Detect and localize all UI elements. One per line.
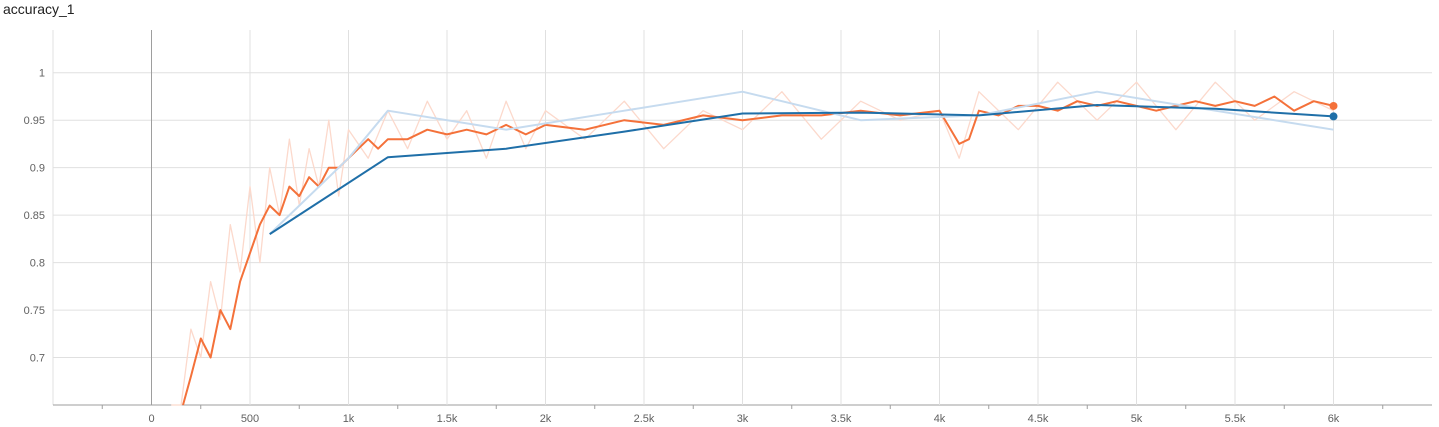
x-tick-label: 3k (737, 413, 749, 425)
series-layer (171, 81, 1334, 406)
x-tick-label: 4.5k (1028, 413, 1049, 425)
x-tick-label: 5.5k (1225, 413, 1246, 425)
y-tick-label: 0.85 (24, 210, 45, 222)
y-tick-label: 0.7 (30, 353, 45, 365)
x-tick-label: 5k (1131, 413, 1143, 425)
grid-layer (52, 30, 1432, 406)
x-tick-label: 1k (343, 413, 355, 425)
x-tick-label: 2k (540, 413, 552, 425)
y-tick-label: 1 (39, 68, 45, 80)
series-line-smoothed (182, 95, 1334, 406)
x-tick-label: 4k (934, 413, 946, 425)
series-line-eval-raw (269, 90, 1334, 235)
y-tick-label: 0.95 (24, 115, 45, 127)
x-tick-label: 500 (241, 413, 259, 425)
x-tick-label: 6k (1328, 413, 1340, 425)
y-tick-label: 0.8 (30, 258, 45, 270)
series-line-eval-smoothed (269, 104, 1334, 235)
series-end-marker-eval-smoothed (1329, 112, 1338, 121)
x-tick-label: 2.5k (634, 413, 655, 425)
axis-layer: 0.7 0.75 0.8 0.85 0.9 0.95 1 0 500 1k 1.5k 2k 2.5k 3k… (24, 68, 1384, 425)
chart-title: accuracy_1 (3, 1, 75, 17)
y-tick-label: 0.75 (24, 305, 45, 317)
series-end-marker-smoothed (1329, 101, 1338, 110)
x-tick-label: 0 (148, 413, 154, 425)
x-tick-label: 3.5k (831, 413, 852, 425)
marker-layer (1329, 101, 1338, 121)
y-tick-label: 0.9 (30, 163, 45, 175)
series-line-raw (171, 81, 1334, 406)
x-tick-label: 1.5k (437, 413, 458, 425)
